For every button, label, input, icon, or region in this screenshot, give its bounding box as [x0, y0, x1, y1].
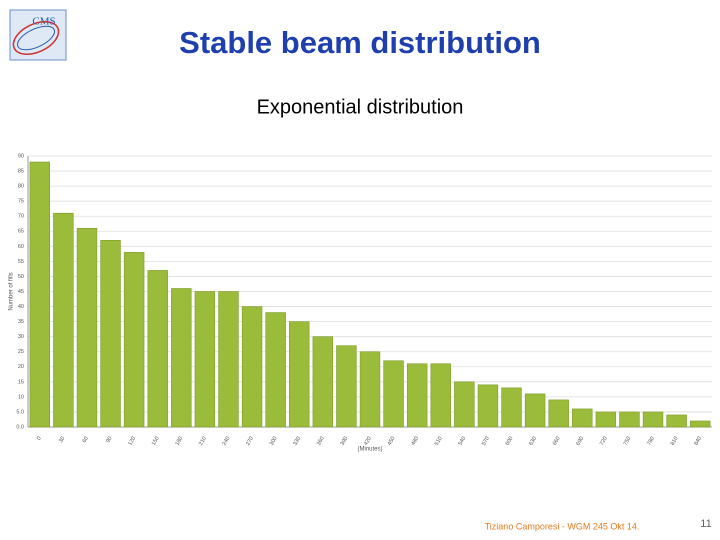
bar — [619, 411, 640, 428]
logo-ring — [12, 21, 60, 55]
bar — [501, 387, 522, 428]
y-axis-label: Number of fills — [9, 272, 15, 310]
x-tick-label: 330 — [292, 436, 302, 447]
logo: CMS — [9, 9, 67, 61]
bar — [430, 363, 451, 428]
x-tick-label: 0 — [36, 436, 43, 442]
x-tick-label: 540 — [458, 436, 468, 447]
y-tick-label: 25 — [18, 349, 24, 355]
y-tick-label: 80 — [18, 184, 24, 190]
x-tick-label: 630 — [528, 436, 538, 447]
x-tick-label: 210 — [198, 436, 208, 447]
bar — [477, 384, 499, 428]
bar — [572, 408, 593, 428]
y-tick-label: 85 — [18, 169, 24, 175]
bar — [147, 270, 168, 428]
bar — [265, 312, 286, 428]
bar — [123, 252, 145, 428]
footer: Tiziano Camporesi - WGM 245 Okt 14. — [485, 521, 640, 531]
y-tick-label: 75 — [18, 199, 24, 205]
y-tick-label: 55 — [18, 259, 24, 265]
bar — [524, 393, 546, 428]
bar — [383, 360, 404, 428]
x-axis-label: (Minutes) — [357, 447, 382, 453]
x-tick-label: 30 — [58, 436, 66, 444]
bar — [76, 227, 98, 428]
x-tick-label: 720 — [599, 436, 609, 447]
x-tick-label: 690 — [575, 436, 585, 447]
bar — [642, 411, 664, 428]
x-tick-label: 810 — [670, 436, 680, 447]
chart: 0.0 5.0 10 15 20 25 30 35 40 45 50 55 60 65 70 75 80 85 90… — [9, 153, 712, 453]
y-tick-label: 0.0 — [16, 424, 24, 430]
bar — [595, 411, 617, 428]
y-tick-label: 90 — [18, 153, 24, 159]
x-tick-label: 180 — [175, 436, 185, 447]
bar — [548, 399, 569, 428]
bar — [312, 336, 334, 428]
x-tick-label: 360 — [316, 436, 326, 447]
x-tick-label: 600 — [505, 436, 515, 447]
x-tick-label: 840 — [693, 436, 703, 447]
page-number: 11 — [700, 518, 711, 530]
x-tick-label: 510 — [434, 436, 444, 447]
bar — [171, 288, 192, 428]
bar — [241, 306, 263, 428]
y-tick-label: 35 — [18, 319, 24, 325]
bar — [359, 351, 381, 428]
y-tick-label: 30 — [18, 334, 24, 340]
x-tick-label: 420 — [363, 436, 373, 447]
slide-title: Stable beam distribution — [179, 25, 541, 60]
y-tick-label: 45 — [18, 289, 24, 295]
y-tick-label: 70 — [18, 214, 24, 220]
x-tick-label: 480 — [410, 436, 420, 447]
x-tick-label: 150 — [151, 436, 161, 447]
x-tick-label: 390 — [340, 436, 350, 447]
x-tick-label: 60 — [82, 436, 90, 444]
bar — [100, 240, 121, 428]
x-tick-label: 120 — [127, 436, 137, 447]
bar — [666, 414, 687, 428]
x-tick-label: 660 — [552, 436, 562, 447]
logo-ring — [16, 25, 56, 51]
y-tick-label: 60 — [18, 244, 24, 250]
y-tick-label: 5.0 — [16, 409, 24, 415]
bar — [194, 291, 216, 428]
logo-text: CMS — [32, 16, 55, 28]
y-tick-label: 65 — [18, 229, 24, 235]
x-tick-label: 750 — [623, 436, 633, 447]
x-tick-label: 300 — [269, 436, 279, 447]
bar — [454, 381, 475, 428]
bar — [218, 291, 239, 428]
y-tick-label: 50 — [18, 274, 24, 280]
x-tick-label: 570 — [481, 436, 491, 447]
y-tick-label: 40 — [18, 304, 24, 310]
y-tick-label: 15 — [18, 379, 24, 385]
x-tick-label: 240 — [222, 436, 232, 447]
bar — [53, 212, 74, 428]
bar — [289, 321, 310, 428]
bar — [29, 161, 50, 428]
x-tick-label: 90 — [105, 436, 113, 444]
x-tick-label: 270 — [245, 436, 255, 447]
bar — [336, 345, 357, 428]
bar — [690, 420, 711, 428]
x-tick-label: 450 — [387, 436, 397, 447]
bar — [406, 363, 428, 428]
x-tick-label: 780 — [646, 436, 656, 447]
y-tick-label: 10 — [18, 394, 24, 400]
slide-subtitle: Exponential distribution — [257, 96, 464, 118]
y-tick-label: 20 — [18, 364, 24, 370]
